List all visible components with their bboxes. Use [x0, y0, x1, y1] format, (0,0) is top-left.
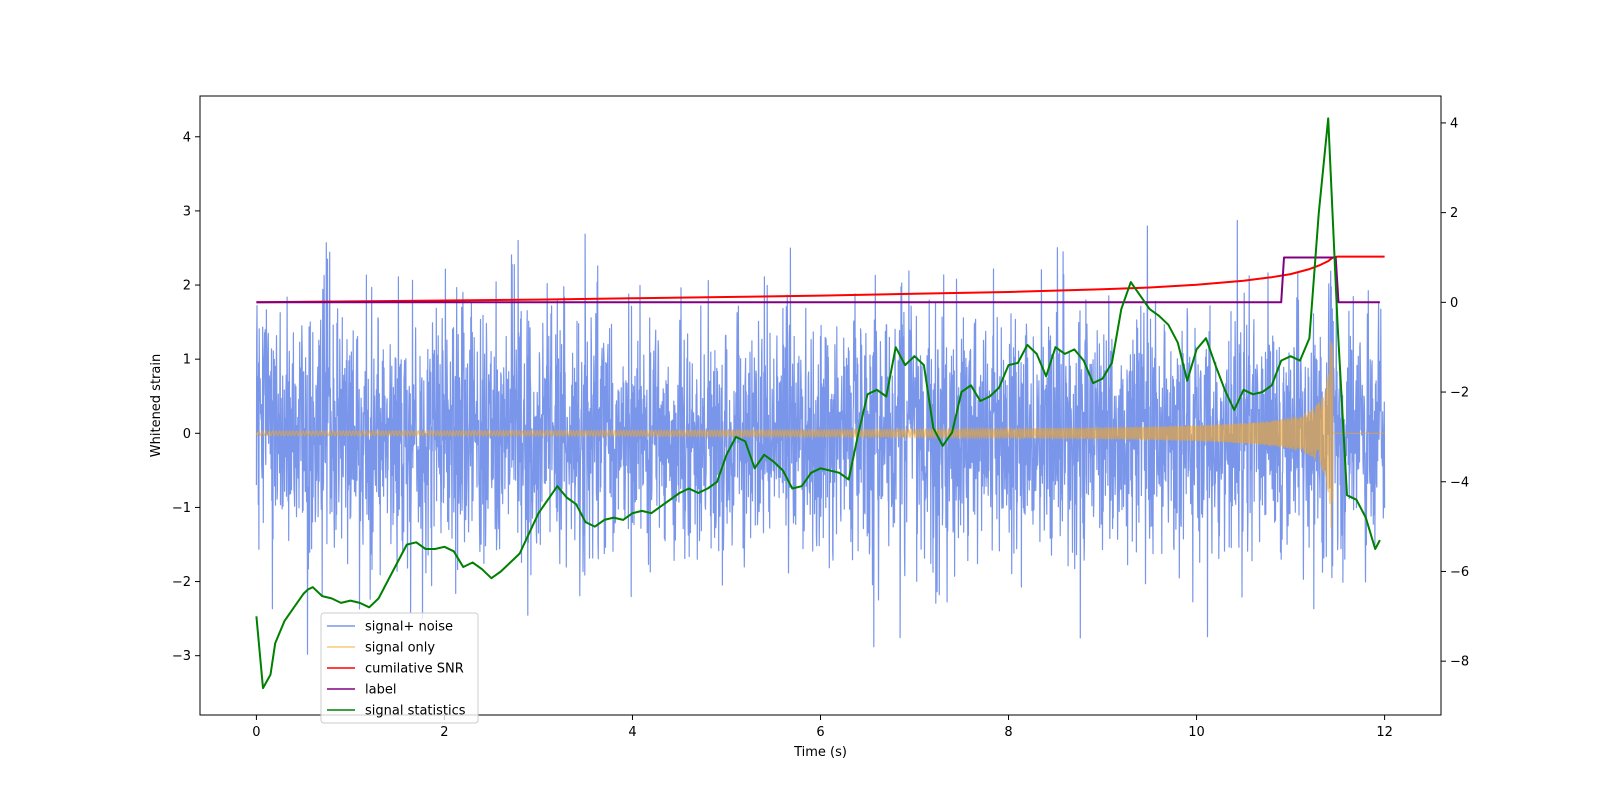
y-tick-label: −3	[172, 649, 191, 664]
legend-label-cumulative-snr: cumilative SNR	[365, 662, 464, 677]
y2-tick-label: 2	[1450, 206, 1458, 221]
y2-tick-label: 0	[1450, 296, 1458, 311]
y-tick-label: 0	[183, 427, 191, 442]
y-tick-label: 2	[183, 279, 191, 294]
x-tick-label: 6	[816, 725, 824, 740]
x-tick-label: 10	[1188, 725, 1205, 740]
series-layer	[255, 117, 1386, 690]
legend-box	[320, 612, 479, 724]
y-tick-label: 3	[183, 204, 191, 219]
x-tick-label: 8	[1004, 725, 1012, 740]
series-signal-noise	[255, 219, 1386, 655]
legend-label-signal-only: signal only	[365, 641, 435, 656]
series-signal-statistics	[255, 117, 1381, 690]
x-tick-label: 12	[1376, 725, 1393, 740]
y-tick-label: 1	[183, 353, 191, 368]
x-tick-label: 4	[628, 725, 636, 740]
series-cumulative-snr	[256, 255, 1385, 304]
x-tick-label: 0	[252, 725, 260, 740]
y2-tick-label: −4	[1450, 475, 1469, 490]
legend: signal+ noise signal only cumilative SNR…	[320, 612, 479, 724]
y-tick-label: −2	[172, 575, 191, 590]
y-tick-label: 4	[183, 130, 191, 145]
x-axis-label: Time (s)	[793, 745, 847, 760]
y-axis-ticks: −3 −2 −1 0 1 2 3 4	[172, 130, 200, 664]
series-label	[256, 256, 1380, 304]
legend-label-label: label	[365, 683, 396, 698]
legend-label-signal-statistics: signal statistics	[365, 704, 466, 719]
legend-label-signal-noise: signal+ noise	[365, 620, 453, 635]
series-signal-only	[255, 340, 1385, 528]
y2-axis-ticks: −8 −6 −4 −2 0 2 4	[1441, 116, 1469, 670]
y2-tick-label: 4	[1450, 116, 1458, 131]
y2-tick-label: −6	[1450, 565, 1469, 580]
x-tick-label: 2	[440, 725, 448, 740]
y-axis-label: Whitened strain	[149, 354, 164, 457]
y-tick-label: −1	[172, 501, 191, 516]
y2-tick-label: −8	[1450, 655, 1469, 670]
y2-tick-label: −2	[1450, 386, 1469, 401]
